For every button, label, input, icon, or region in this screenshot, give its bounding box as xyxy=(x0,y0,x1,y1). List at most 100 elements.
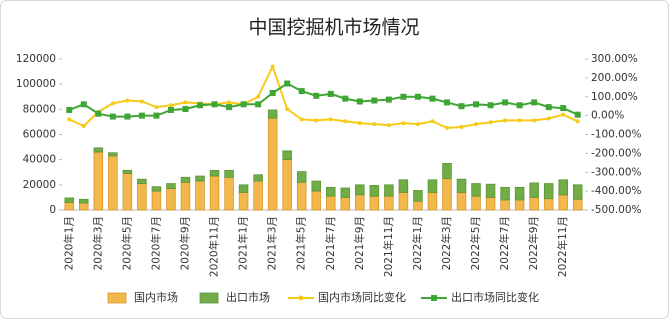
marker xyxy=(443,99,450,106)
marker xyxy=(125,98,130,103)
bar xyxy=(413,200,423,211)
bar xyxy=(558,179,568,196)
line xyxy=(68,63,579,129)
y2-tick-label: 300.00% xyxy=(591,53,638,65)
x-tick-label: 2021年1月 xyxy=(237,216,250,270)
y2-tick-label: 200.00% xyxy=(591,72,638,84)
marker xyxy=(385,96,392,103)
marker xyxy=(386,123,391,128)
x-tick-label: 2020年5月 xyxy=(120,216,133,270)
bar xyxy=(282,159,292,211)
marker xyxy=(560,105,567,112)
marker xyxy=(197,102,204,109)
bar xyxy=(500,199,510,211)
bar xyxy=(311,180,321,192)
marker xyxy=(459,124,464,129)
bar xyxy=(64,202,75,211)
marker xyxy=(342,95,349,102)
bar xyxy=(514,186,525,201)
bar xyxy=(137,183,147,211)
bar xyxy=(79,202,89,211)
bar xyxy=(485,197,496,211)
marker xyxy=(270,64,275,69)
bar xyxy=(442,163,452,179)
x-tick-label: 2022年9月 xyxy=(527,216,540,270)
bar xyxy=(64,197,75,203)
bar xyxy=(398,191,409,211)
marker xyxy=(545,104,552,111)
marker xyxy=(415,122,420,127)
bar xyxy=(311,190,321,211)
marker xyxy=(168,103,173,108)
bar xyxy=(326,186,336,197)
bar xyxy=(79,198,89,204)
marker xyxy=(357,121,362,126)
marker xyxy=(328,117,333,122)
bar xyxy=(224,176,234,211)
bar xyxy=(529,197,539,211)
bar xyxy=(151,190,162,211)
bar xyxy=(369,185,380,197)
bar xyxy=(326,195,336,211)
y2-tick-label: -400.00% xyxy=(591,185,642,197)
marker xyxy=(474,122,479,127)
marker xyxy=(299,117,304,122)
marker xyxy=(444,125,449,130)
y-tick-label: 20000 xyxy=(23,179,56,191)
bar xyxy=(253,180,263,211)
bar xyxy=(122,169,133,174)
marker xyxy=(575,119,580,124)
bar xyxy=(122,173,133,211)
marker xyxy=(67,117,72,122)
marker xyxy=(356,98,363,105)
bar xyxy=(485,183,496,198)
marker xyxy=(400,93,407,100)
legend-marker xyxy=(431,295,437,301)
bar xyxy=(195,175,205,182)
bar xyxy=(543,198,554,211)
x-tick-label: 2022年1月 xyxy=(411,216,424,270)
x-tick-label: 2020年7月 xyxy=(149,216,162,270)
y2-tick-label: -500.00% xyxy=(591,204,642,216)
bar xyxy=(253,174,263,182)
x-tick-label: 2021年7月 xyxy=(324,216,337,270)
marker xyxy=(372,122,377,127)
marker xyxy=(154,105,159,110)
bar xyxy=(180,181,191,211)
x-tick-label: 2022年3月 xyxy=(440,216,453,270)
bar xyxy=(572,198,583,211)
legend-label: 出口市场同比变化 xyxy=(451,290,539,304)
marker xyxy=(327,90,334,97)
x-tick-label: 2022年7月 xyxy=(498,216,511,270)
bar xyxy=(340,197,351,211)
bar xyxy=(340,187,351,198)
y-tick-label: 100000 xyxy=(16,78,56,90)
bar xyxy=(137,178,147,184)
marker xyxy=(458,103,465,110)
bar xyxy=(267,109,278,119)
bar xyxy=(355,194,365,211)
x-tick-label: 2021年3月 xyxy=(266,216,279,270)
marker xyxy=(401,121,406,126)
bar xyxy=(93,147,104,153)
x-tick-label: 2020年1月 xyxy=(62,216,75,270)
bar xyxy=(238,191,249,211)
y-tick-label: 0 xyxy=(49,204,56,216)
bar xyxy=(384,195,394,211)
x-tick-label: 2021年11月 xyxy=(382,216,395,277)
bar xyxy=(282,150,292,161)
marker xyxy=(153,112,160,119)
bar xyxy=(93,151,104,211)
marker xyxy=(561,112,566,117)
bar xyxy=(514,199,525,211)
marker xyxy=(80,101,87,108)
marker xyxy=(546,116,551,121)
bar xyxy=(413,190,423,202)
marker xyxy=(430,119,435,124)
bar xyxy=(151,186,162,192)
bar xyxy=(108,155,118,211)
bar xyxy=(209,169,220,177)
bar xyxy=(369,195,380,211)
y2-tick-label: -300.00% xyxy=(591,166,642,178)
marker xyxy=(138,112,145,119)
